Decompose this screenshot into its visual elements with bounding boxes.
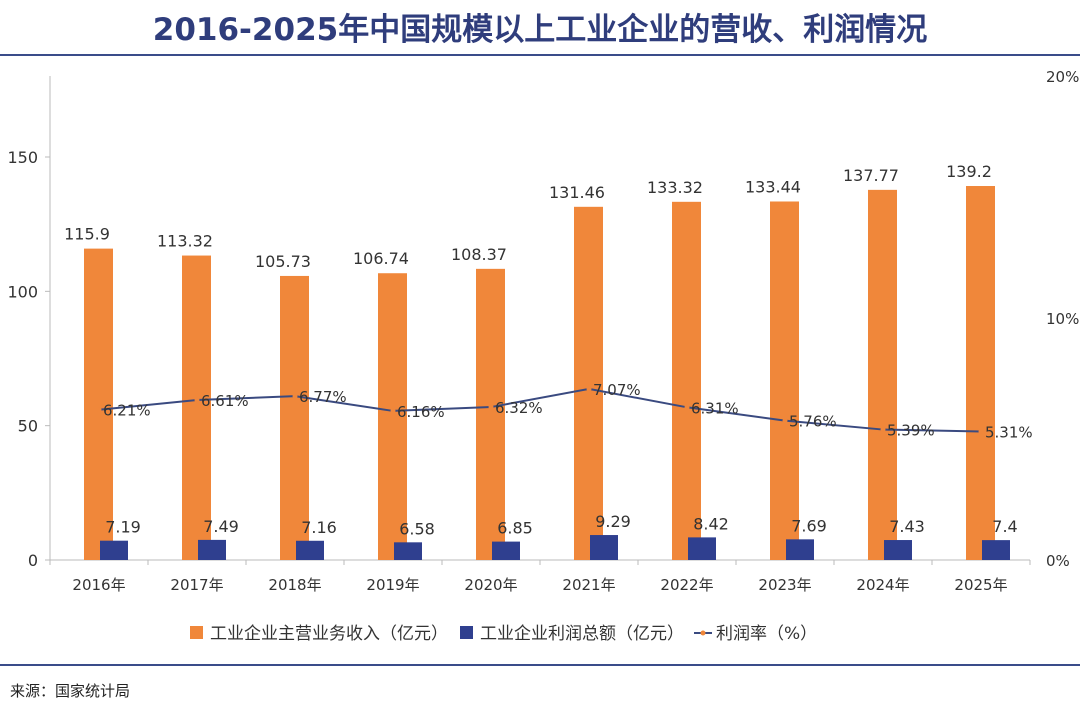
profit-rate-label: 6.32% bbox=[495, 399, 543, 417]
revenue-bar bbox=[672, 201, 701, 560]
profit-label: 7.69 bbox=[791, 516, 827, 535]
revenue-label: 131.46 bbox=[549, 183, 605, 202]
revenue-label: 133.44 bbox=[745, 177, 801, 196]
profit-rate-point bbox=[194, 397, 200, 403]
right-tick-label: 0% bbox=[1046, 552, 1070, 570]
profit-rate-point bbox=[880, 427, 886, 433]
profit-rate-label: 5.76% bbox=[789, 413, 837, 431]
legend-swatch bbox=[190, 626, 203, 639]
revenue-bar bbox=[280, 275, 309, 560]
profit-rate-point bbox=[390, 408, 396, 414]
profit-rate-point bbox=[684, 404, 690, 410]
profit-label: 6.85 bbox=[497, 519, 533, 538]
profit-rate-point bbox=[96, 407, 102, 413]
revenue-bar bbox=[182, 255, 211, 560]
profit-label: 9.29 bbox=[595, 512, 631, 531]
profit-rate-label: 6.21% bbox=[103, 402, 151, 420]
profit-bar bbox=[198, 539, 226, 560]
profit-bar bbox=[590, 535, 618, 560]
revenue-label: 105.73 bbox=[255, 252, 311, 271]
left-tick-label: 150 bbox=[7, 148, 38, 167]
profit-rate-label: 7.07% bbox=[593, 381, 641, 399]
profit-rate-point bbox=[488, 404, 494, 410]
profit-bar bbox=[100, 540, 128, 560]
revenue-label: 106.74 bbox=[353, 249, 409, 268]
revenue-label: 137.77 bbox=[843, 166, 899, 185]
profit-bar bbox=[786, 539, 814, 560]
profit-bar bbox=[884, 540, 912, 560]
revenue-bar bbox=[476, 268, 505, 560]
profit-rate-label: 6.16% bbox=[397, 403, 445, 421]
profit-label: 7.19 bbox=[105, 518, 141, 537]
chart-title: 2016-2025年中国规模以上工业企业的营收、利润情况 bbox=[152, 12, 928, 48]
title-divider bbox=[0, 54, 1080, 56]
profit-bar bbox=[394, 542, 422, 560]
profit-label: 7.43 bbox=[889, 517, 925, 536]
profit-rate-point bbox=[586, 386, 592, 392]
profit-label: 7.49 bbox=[203, 517, 239, 536]
x-tick-label: 2023年 bbox=[758, 576, 811, 594]
legend-swatch bbox=[460, 626, 473, 639]
x-tick-label: 2019年 bbox=[366, 576, 419, 594]
revenue-label: 115.9 bbox=[64, 225, 110, 244]
legend-label: 工业企业主营业务收入（亿元） bbox=[210, 624, 448, 644]
profit-bar bbox=[688, 537, 716, 560]
x-tick-label: 2025年 bbox=[954, 576, 1007, 594]
revenue-label: 139.2 bbox=[946, 162, 992, 181]
revenue-bar bbox=[378, 273, 407, 560]
profit-rate-label: 5.31% bbox=[985, 423, 1033, 441]
x-tick-label: 2020年 bbox=[464, 576, 517, 594]
legend-label: 工业企业利润总额（亿元） bbox=[480, 624, 684, 644]
revenue-label: 133.32 bbox=[647, 178, 703, 197]
profit-rate-label: 6.61% bbox=[201, 392, 249, 410]
x-tick-label: 2024年 bbox=[856, 576, 909, 594]
revenue-bar bbox=[84, 248, 113, 560]
profit-rate-point bbox=[782, 418, 788, 424]
profit-rate-line bbox=[98, 387, 982, 433]
revenue-label: 113.32 bbox=[157, 232, 213, 251]
profit-bar bbox=[982, 540, 1010, 560]
x-tick-label: 2018年 bbox=[268, 576, 321, 594]
legend-marker bbox=[700, 630, 706, 636]
profit-rate-point bbox=[292, 393, 298, 399]
profit-label: 6.58 bbox=[399, 519, 435, 538]
profit-bar bbox=[492, 541, 520, 560]
profit-rate-label: 6.31% bbox=[691, 399, 739, 417]
revenue-bar bbox=[868, 189, 897, 560]
x-tick-label: 2022年 bbox=[660, 576, 713, 594]
profit-bar bbox=[296, 540, 324, 560]
revenue-label: 108.37 bbox=[451, 245, 507, 264]
profit-label: 7.16 bbox=[301, 518, 337, 537]
source-note: 来源：国家统计局 bbox=[10, 682, 131, 700]
left-tick-label: 0 bbox=[28, 551, 38, 570]
left-tick-label: 50 bbox=[18, 417, 38, 436]
profit-label: 8.42 bbox=[693, 514, 729, 533]
right-tick-label: 20% bbox=[1046, 68, 1079, 86]
profit-label: 7.4 bbox=[992, 517, 1017, 536]
profit-rate-label: 6.77% bbox=[299, 388, 347, 406]
revenue-bar bbox=[770, 201, 799, 560]
legend-label: 利润率（%） bbox=[716, 624, 817, 644]
revenue-bar bbox=[966, 186, 995, 561]
x-tick-label: 2017年 bbox=[170, 576, 223, 594]
revenue-bar bbox=[574, 206, 603, 561]
right-tick-label: 10% bbox=[1046, 310, 1079, 328]
x-tick-label: 2021年 bbox=[562, 576, 615, 594]
profit-rate-point bbox=[978, 428, 984, 434]
x-tick-label: 2016年 bbox=[72, 576, 125, 594]
profit-rate-label: 5.39% bbox=[887, 422, 935, 440]
footer-divider bbox=[0, 664, 1080, 666]
left-tick-label: 100 bbox=[7, 282, 38, 301]
